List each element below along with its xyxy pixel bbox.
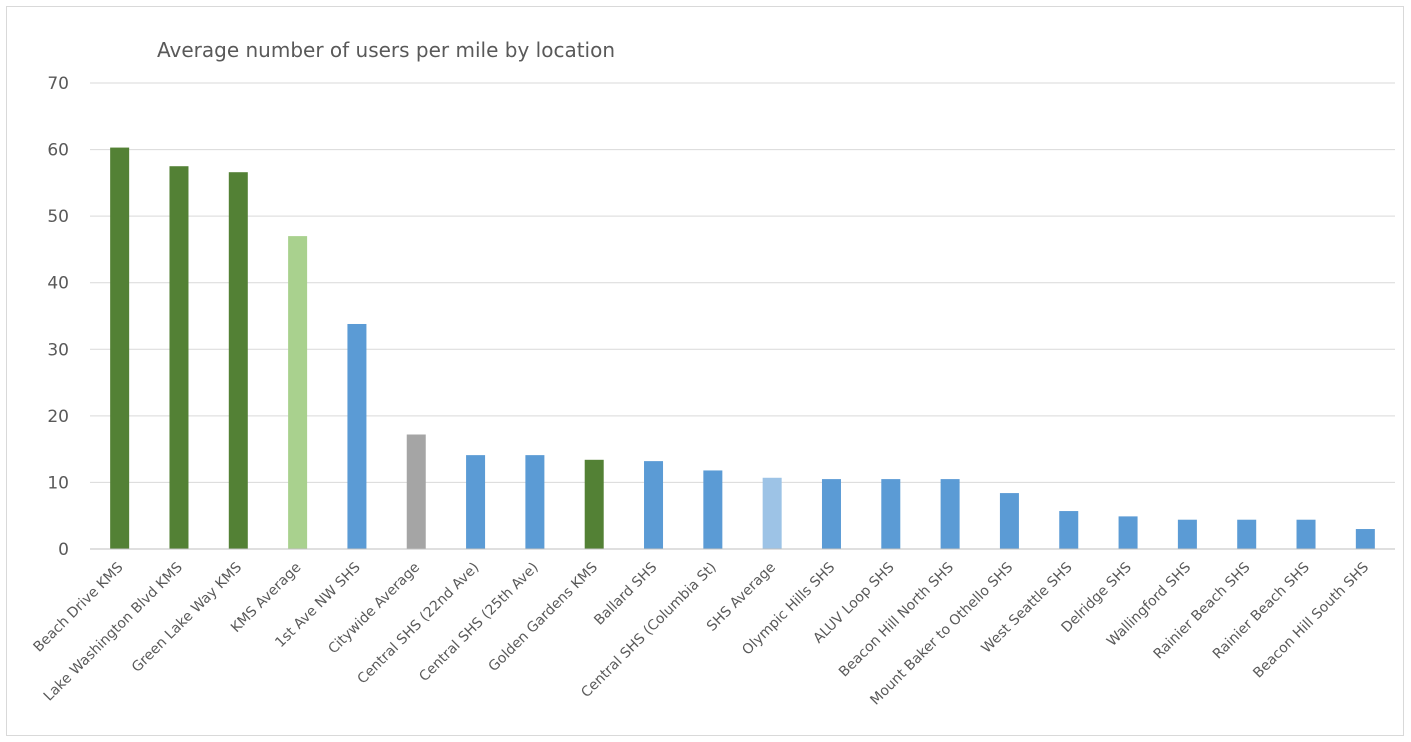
y-tick-label: 0 [58,540,69,560]
bar [228,172,248,549]
y-tick-label: 70 [47,74,69,94]
x-tick-label: Rainier Beach SHS [1151,559,1254,662]
bars [110,147,1375,549]
y-axis-ticks: 0 10 20 30 40 50 60 70 [47,74,69,560]
bar [584,459,604,549]
y-tick-label: 10 [47,473,69,493]
bar [406,434,426,549]
bar [762,477,782,549]
y-tick-label: 50 [47,207,69,227]
bar [1059,511,1079,549]
bar [288,236,308,549]
bar [821,479,841,549]
chart-title: Average number of users per mile by loca… [157,38,615,62]
bar [1118,516,1138,549]
x-tick-label: Central SHS (22nd Ave) [355,560,483,688]
x-tick-label: Rainier Beach SHS [1210,559,1313,662]
bar [1237,519,1257,549]
bar [703,470,723,549]
y-tick-label: 60 [47,141,69,161]
bar [110,147,130,549]
bar [1355,529,1375,549]
chart-frame [6,6,1404,736]
x-tick-label: Beacon Hill North SHS [836,559,957,680]
bar [169,166,189,549]
y-tick-label: 20 [47,407,69,427]
x-tick-label: Golden Gardens KMS [486,559,602,675]
bar [1296,519,1316,549]
bar [466,455,486,549]
bar [347,323,367,549]
y-tick-label: 40 [47,274,69,294]
bar [999,493,1019,549]
x-tick-label: Green Lake Way KMS [129,559,245,675]
bar [881,479,901,549]
bar [644,461,664,549]
y-tick-label: 30 [47,340,69,360]
bar [525,455,545,549]
x-tick-label: Beacon Hill South SHS [1250,559,1372,681]
bar [1177,519,1197,549]
x-tick-label: Central SHS (25th Ave) [416,560,541,685]
bar [940,479,960,549]
gridlines [90,82,1395,483]
